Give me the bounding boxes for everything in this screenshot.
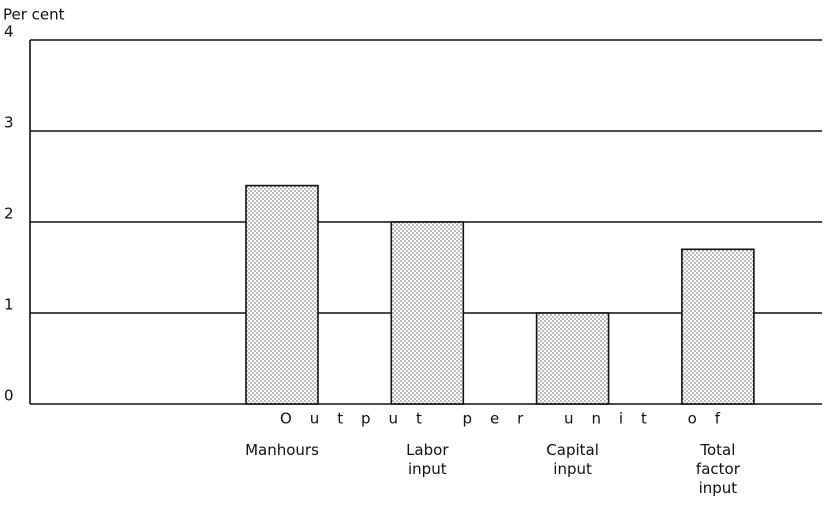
y-tick-label: 4: [4, 23, 14, 41]
y-tick-label: 0: [4, 387, 14, 405]
x-tick-label: Labor input: [406, 441, 449, 478]
bar: [390, 221, 465, 405]
y-axis-label: Per cent: [3, 6, 65, 24]
bar: [535, 312, 610, 405]
y-tick-label: 2: [4, 205, 14, 223]
x-tick-label: Capital input: [546, 441, 599, 478]
y-tick-label: 1: [4, 296, 14, 314]
y-tick-label: 3: [4, 114, 14, 132]
x-tick-label: Manhours: [245, 441, 319, 459]
x-tick-label: Total factor input: [696, 441, 741, 497]
bar: [245, 184, 319, 405]
bar: [681, 248, 755, 405]
x-axis-label: Output per unit of: [280, 410, 721, 428]
